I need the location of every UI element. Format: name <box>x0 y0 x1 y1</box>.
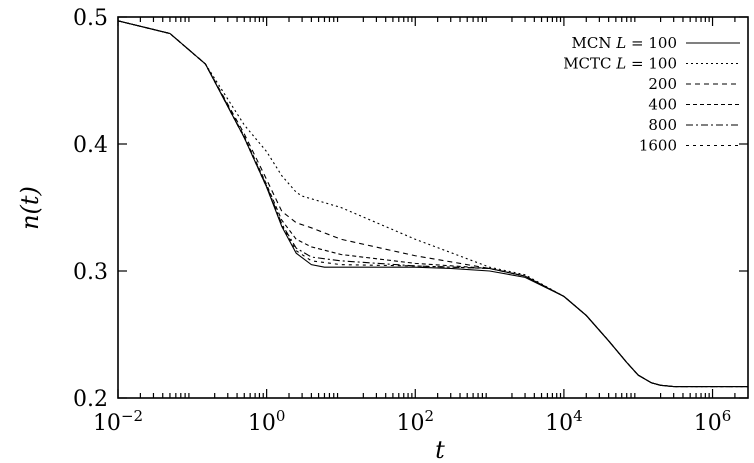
x-tick-label-3: 104 <box>545 407 583 436</box>
series-layer <box>117 20 748 388</box>
legend-label-2: 200 <box>648 75 677 93</box>
legend-label-1: MCTC L = 100 <box>563 55 677 73</box>
x-tick-label-2: 102 <box>396 407 434 436</box>
x-axis-label: t <box>435 436 445 463</box>
x-tick-label-4: 106 <box>694 407 732 436</box>
plot-frame <box>117 16 749 399</box>
y-tick-label-0: 0.2 <box>73 387 108 412</box>
y-tick-label-1: 0.3 <box>73 260 108 285</box>
tick-layer <box>117 16 748 399</box>
x-tick-label-0: 10−2 <box>93 407 143 436</box>
y-tick-labels: 0.2 0.3 0.4 0.5 <box>73 6 108 412</box>
legend-label-4: 800 <box>648 116 677 134</box>
legend-label-5: 1600 <box>639 137 677 155</box>
y-tick-label-2: 0.4 <box>73 133 108 158</box>
y-tick-label-3: 0.5 <box>73 6 108 31</box>
y-axis-label: n(t) <box>16 186 44 230</box>
x-tick-label-1: 100 <box>248 407 286 436</box>
legend-label-3: 400 <box>648 96 677 114</box>
legend: MCN L = 100 MCTC L = 100 200 400 800 1600 <box>563 34 740 155</box>
legend-label-0: MCN L = 100 <box>572 34 677 52</box>
series-line-5 <box>117 20 748 388</box>
x-tick-labels: 10−2 100 102 104 106 <box>93 407 731 436</box>
